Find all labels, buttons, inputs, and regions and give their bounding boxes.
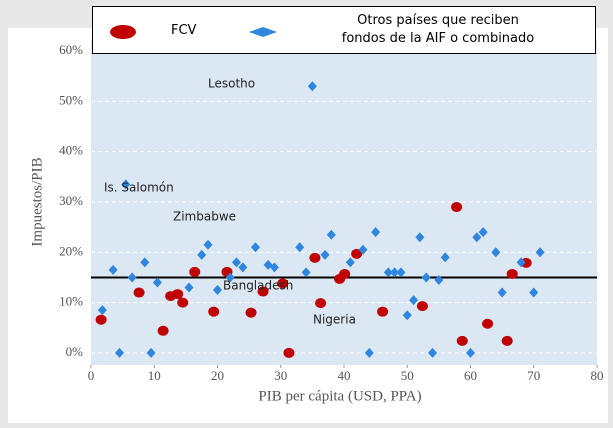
point	[415, 232, 425, 243]
point	[416, 301, 428, 312]
x-tick-label: 50	[401, 368, 414, 383]
point	[177, 297, 189, 308]
point	[402, 310, 412, 321]
legend-marker	[110, 25, 136, 39]
point	[364, 347, 374, 358]
legend-icons	[110, 25, 277, 39]
point	[339, 268, 351, 279]
x-tick-label: 20	[211, 368, 224, 383]
x-tick-label: 0	[88, 368, 95, 383]
legend-label: FCV	[171, 23, 197, 38]
point	[121, 179, 131, 190]
point	[197, 249, 207, 260]
legend-label: Otros países que reciben fondos de la AI…	[341, 13, 535, 46]
point	[97, 305, 107, 316]
x-tick-label: 40	[338, 368, 351, 383]
y-tick-label: 30%	[59, 193, 83, 208]
point	[146, 347, 156, 358]
point	[320, 249, 330, 260]
point	[189, 266, 201, 277]
point	[535, 247, 545, 258]
legend: FCV Otros países que reciben fondos de l…	[92, 6, 596, 54]
point	[371, 227, 381, 238]
point	[295, 242, 305, 253]
point	[421, 272, 431, 283]
y-tick-label: 60%	[59, 42, 83, 57]
point	[277, 278, 289, 289]
point	[472, 232, 482, 243]
point	[133, 287, 145, 298]
point	[501, 335, 513, 346]
point	[506, 268, 518, 279]
point	[434, 274, 444, 285]
annotation: Is. Salomón	[104, 181, 174, 195]
point	[516, 257, 526, 268]
y-axis-label: Impuestos/PIB	[29, 157, 45, 246]
point	[95, 314, 107, 325]
x-tick-label: 10	[148, 368, 161, 383]
y-tick-label: 50%	[59, 92, 83, 107]
point	[108, 264, 118, 275]
point	[440, 252, 450, 263]
point	[358, 244, 368, 255]
point	[213, 285, 222, 296]
point	[491, 247, 501, 258]
annotation: Bangladesh	[223, 279, 293, 293]
point	[409, 295, 419, 306]
x-tick-label: 60	[464, 368, 477, 383]
point	[345, 257, 355, 268]
point	[157, 325, 169, 336]
point	[307, 81, 317, 92]
point	[152, 277, 162, 288]
point	[250, 242, 260, 253]
x-tick-label: 70	[527, 368, 540, 383]
point	[326, 229, 336, 240]
x-tick-label: 80	[591, 368, 604, 383]
annotation: Zimbabwe	[173, 210, 236, 224]
point	[301, 267, 311, 278]
point	[309, 252, 321, 263]
legend-marker	[249, 27, 277, 37]
point	[140, 257, 150, 268]
point	[257, 286, 269, 297]
annotation: Lesotho	[208, 77, 255, 91]
point	[172, 289, 184, 300]
point	[283, 347, 295, 358]
y-tick-label: 40%	[59, 143, 83, 158]
point	[184, 282, 194, 293]
point	[456, 335, 468, 346]
y-tick-label: 0%	[66, 344, 84, 359]
point	[245, 307, 257, 318]
annotation: Nigeria	[313, 313, 356, 327]
point	[269, 262, 279, 273]
plot-area	[91, 40, 597, 365]
point	[428, 347, 438, 358]
point	[315, 298, 327, 309]
point	[390, 267, 400, 278]
point	[482, 318, 494, 329]
point	[238, 262, 248, 273]
point	[497, 287, 507, 298]
point	[396, 267, 406, 278]
point	[225, 272, 235, 283]
x-tick-label: 30	[274, 368, 287, 383]
point	[451, 202, 463, 213]
point	[383, 267, 393, 278]
y-tick-label: 20%	[59, 243, 83, 258]
x-axis-label: PIB per cápita (USD, PPA)	[258, 388, 421, 404]
point	[208, 306, 220, 317]
point	[231, 257, 241, 268]
point	[127, 272, 137, 283]
y-tick-label: 10%	[59, 294, 83, 309]
point	[114, 347, 124, 358]
point	[377, 306, 389, 317]
point	[351, 248, 363, 259]
point	[478, 227, 488, 238]
point	[529, 287, 539, 298]
point	[203, 239, 213, 250]
point	[466, 347, 475, 358]
